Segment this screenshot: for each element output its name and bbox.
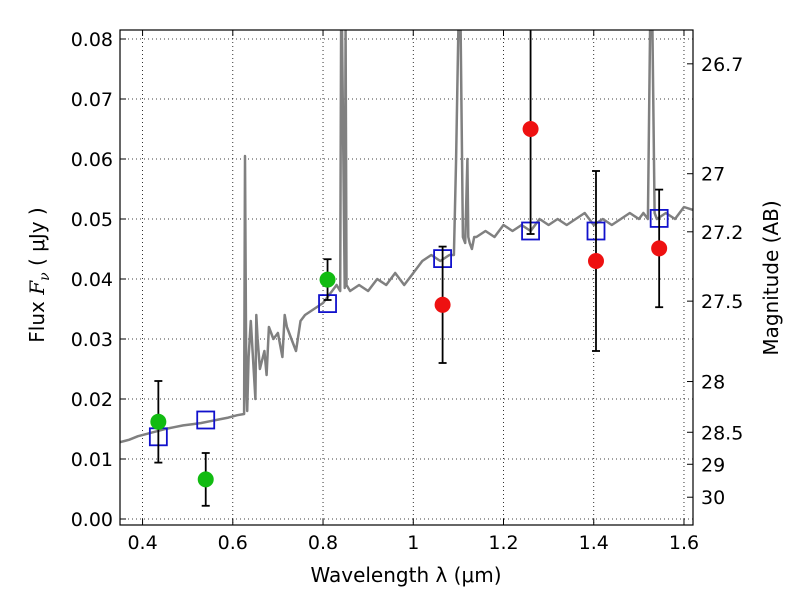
optical-point — [319, 271, 336, 288]
mag-tick-label: 27.5 — [701, 291, 743, 313]
model-photometry-square — [196, 410, 216, 430]
optical-point — [197, 471, 214, 488]
plot-frame — [119, 29, 694, 526]
x-axis-label: Wavelength λ (μm) — [310, 563, 501, 587]
x-tick-label: 1 — [407, 532, 419, 554]
grid — [120, 30, 693, 525]
y-axis-label: Flux Fν ( μJy ) — [25, 207, 53, 342]
y-tick-label: 0.04 — [71, 269, 113, 291]
model-spectrum-line — [120, 30, 693, 444]
x-tick-label: 0.8 — [308, 532, 338, 554]
nir-point — [651, 240, 668, 257]
x-tick-label: 0.4 — [127, 532, 157, 554]
y-axis-label-symbol: F — [25, 280, 49, 296]
y-axis-label-prefix: Flux — [25, 295, 49, 343]
markers — [148, 30, 669, 507]
nir-point — [587, 253, 604, 269]
nir-point — [434, 296, 451, 313]
mag-tick-label: 29 — [701, 454, 725, 476]
mag-tick-label: 27 — [701, 164, 725, 186]
y-axis-label-unit: ( μJy ) — [25, 207, 49, 272]
ticks: 0.4 0.6 0.8 1 1.2 1.4 1.6 0.00 0.01 0.02 0.03 0.04 0… — [71, 29, 744, 554]
y-tick-label: 0.05 — [71, 209, 113, 231]
y-tick-label: 0.00 — [71, 509, 113, 531]
mag-tick-label: 27.2 — [701, 222, 743, 244]
nir-point — [522, 121, 539, 137]
mag-tick-label: 30 — [701, 487, 725, 509]
x-tick-label: 1.2 — [488, 532, 518, 554]
x-tick-label: 1.4 — [579, 532, 609, 554]
x-tick-label: 1.6 — [669, 532, 699, 554]
y-axis-label-subscript: ν — [37, 272, 53, 281]
mag-tick-label: 28 — [701, 372, 725, 394]
y-tick-label: 0.07 — [71, 89, 113, 111]
y-tick-label: 0.08 — [71, 29, 113, 51]
mag-tick-label: 28.5 — [701, 422, 743, 444]
plot-area — [120, 30, 693, 444]
y-tick-label: 0.02 — [71, 389, 113, 411]
plot-background — [120, 30, 693, 525]
optical-point — [150, 413, 167, 430]
y-tick-label: 0.03 — [71, 329, 113, 351]
y2-axis-label: Magnitude (AB) — [759, 200, 783, 355]
x-tick-label: 0.6 — [218, 532, 248, 554]
mag-tick-label: 26.7 — [701, 54, 743, 76]
y-tick-label: 0.06 — [71, 149, 113, 171]
y-tick-label: 0.01 — [71, 449, 113, 471]
